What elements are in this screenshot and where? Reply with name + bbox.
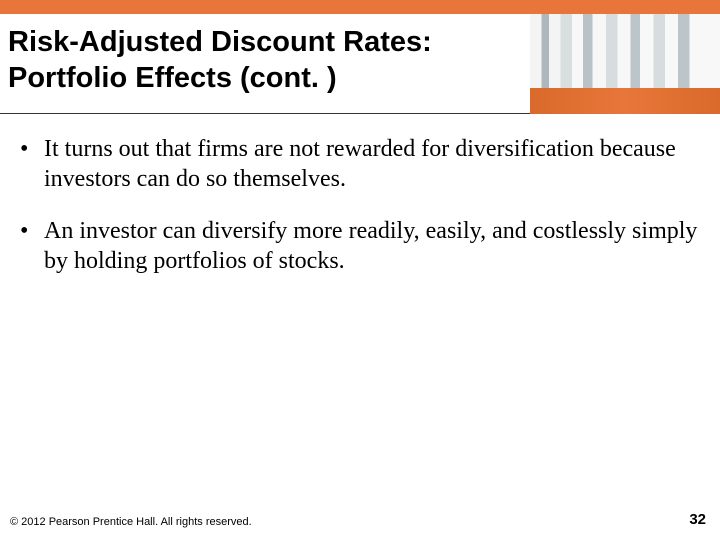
bullet-text: It turns out that firms are not rewarded… bbox=[44, 134, 700, 194]
header: Risk-Adjusted Discount Rates: Portfolio … bbox=[0, 14, 720, 114]
header-decorative-image bbox=[530, 14, 720, 114]
bullet-marker: • bbox=[20, 216, 44, 276]
content-area: • It turns out that firms are not reward… bbox=[0, 114, 720, 276]
footer: © 2012 Pearson Prentice Hall. All rights… bbox=[10, 511, 706, 528]
accent-top-bar bbox=[0, 0, 720, 14]
bullet-marker: • bbox=[20, 134, 44, 194]
copyright-text: © 2012 Pearson Prentice Hall. All rights… bbox=[10, 516, 252, 528]
bullet-item: • An investor can diversify more readily… bbox=[20, 216, 700, 276]
page-number: 32 bbox=[689, 511, 706, 528]
bullet-item: • It turns out that firms are not reward… bbox=[20, 134, 700, 194]
title-area: Risk-Adjusted Discount Rates: Portfolio … bbox=[0, 14, 530, 113]
bullet-text: An investor can diversify more readily, … bbox=[44, 216, 700, 276]
slide-title: Risk-Adjusted Discount Rates: Portfolio … bbox=[8, 24, 522, 97]
